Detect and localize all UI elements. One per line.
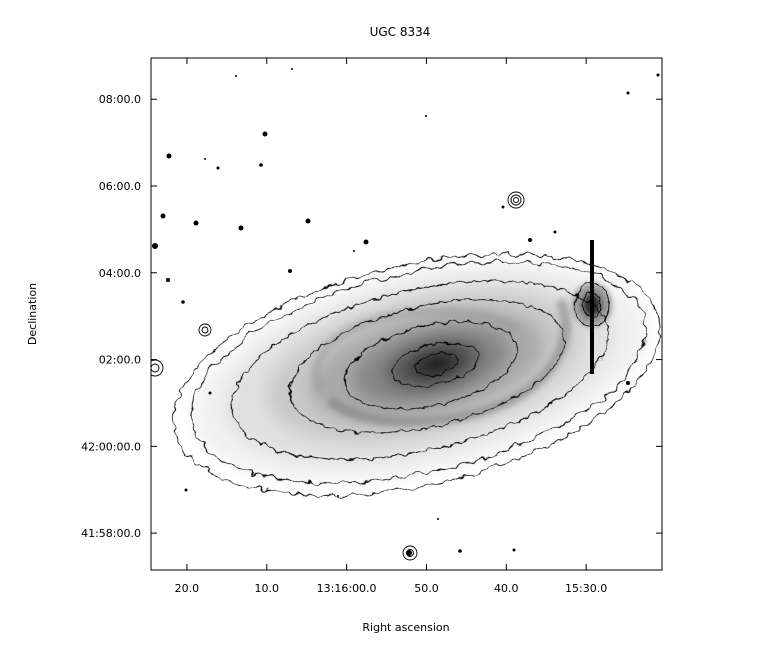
x-tick-label: 13:16:00.0 [317,582,377,595]
y-axis-label: Declination [26,283,39,345]
contour-lines [151,191,661,561]
galaxy-image [193,240,648,483]
chart-title: UGC 8334 [370,25,431,39]
x-tick-label: 40.0 [494,582,519,595]
y-tick-label: 04:00.0 [99,267,141,280]
x-tick-label: 10.0 [255,582,280,595]
x-tick-label: 20.0 [175,582,200,595]
y-tick-label: 06:00.0 [99,180,141,193]
y-tick-label: 41:58:00.0 [81,527,141,540]
plot-area [151,58,662,570]
y-tick-label: 08:00.0 [99,93,141,106]
field-stars [152,68,660,556]
plot-frame [150,57,663,571]
y-tick-label: 42:00:00.0 [81,440,141,453]
x-tick-label: 15:30.0 [565,582,607,595]
y-tick-label: 02:00.0 [99,354,141,367]
y-axis: 08:00.0 06:00.0 04:00.0 02:00.0 42:00:00.0 41… [81,93,662,540]
x-axis-label: Right ascension [362,621,449,634]
x-axis: 20.0 10.0 13:16:00.0 50.0 40.0 15:30.0 [175,58,607,595]
x-tick-label: 50.0 [414,582,439,595]
